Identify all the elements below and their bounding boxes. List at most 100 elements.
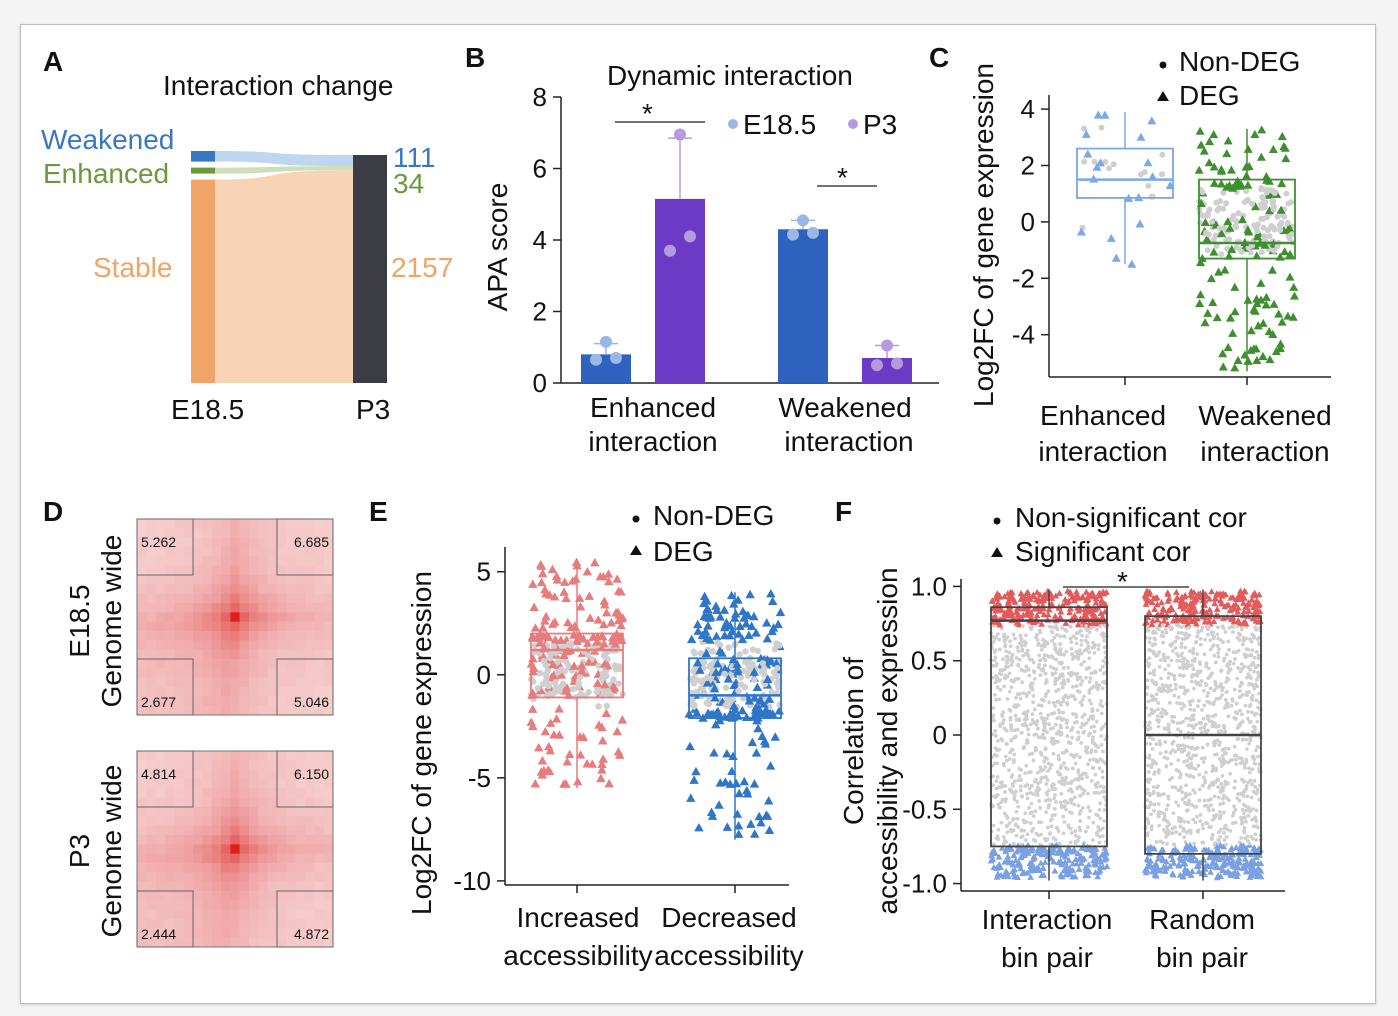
data-point-deg: [1039, 864, 1047, 871]
heatmap-cell: [249, 872, 259, 882]
data-point: [1084, 721, 1089, 725]
heatmap-cell: [295, 519, 306, 529]
data-point: [1156, 719, 1161, 724]
data-point: [1018, 633, 1023, 638]
heatmap-corner-box: [136, 890, 194, 948]
data-point-deg: [693, 626, 703, 635]
data-point-deg: [1255, 591, 1263, 598]
data-point: [1245, 675, 1249, 680]
heatmap-cell: [155, 881, 166, 892]
heatmap-cell: [165, 881, 175, 892]
heatmap-cell: [249, 825, 259, 836]
data-point-deg: [1145, 848, 1153, 855]
data-point-deg: [1181, 859, 1189, 867]
data-point: [996, 837, 1001, 842]
data-point-deg: [560, 577, 570, 586]
data-point-deg: [1245, 599, 1253, 606]
heatmap-cell: [230, 593, 240, 604]
heatmap-cell: [193, 909, 203, 920]
data-point: [1185, 753, 1190, 758]
heatmap-cell: [314, 547, 324, 557]
data-point: [1162, 655, 1166, 659]
data-point-deg: [1217, 597, 1225, 604]
data-point-deg: [1256, 152, 1266, 161]
data-point: [721, 670, 728, 678]
data-point: [1243, 187, 1250, 194]
data-point: [1058, 715, 1062, 720]
data-point: [1146, 770, 1151, 774]
data-point: [1158, 658, 1163, 662]
data-point: [1003, 676, 1007, 681]
y-tick-label: 0: [1021, 207, 1035, 237]
data-point: [1020, 649, 1025, 653]
data-point: [1251, 222, 1258, 229]
heatmap-cell: [286, 751, 296, 761]
data-point: [1057, 841, 1062, 846]
data-point: [1070, 652, 1074, 657]
heatmap-cell: [323, 900, 334, 910]
heatmap-cell: [239, 687, 250, 697]
heatmap-cell: [174, 900, 184, 910]
data-point: [1094, 627, 1099, 632]
heatmap-cell: [174, 872, 184, 882]
heatmap-cell: [230, 844, 240, 854]
heatmap-cell: [323, 779, 334, 789]
data-point: [1023, 721, 1028, 726]
heatmap-cell: [277, 900, 287, 910]
data-point: [1162, 755, 1167, 760]
data-point: [1101, 833, 1105, 838]
data-point-deg: [1152, 860, 1160, 867]
data-point: [1216, 838, 1221, 842]
data-point: [1195, 704, 1200, 709]
heatmap-cell: [314, 640, 324, 650]
heatmap-cell: [323, 621, 334, 632]
heatmap-cell: [314, 603, 324, 613]
data-point: [1027, 786, 1032, 791]
data-point: [1195, 634, 1200, 639]
data-point: [1101, 635, 1106, 639]
heatmap-cell: [165, 631, 175, 641]
heatmap-cell: [258, 863, 268, 873]
data-point-deg: [1257, 873, 1265, 880]
heatmap-cell: [137, 528, 147, 538]
data-point-deg: [747, 737, 758, 747]
data-point-deg: [1154, 855, 1162, 862]
data-point: [1000, 797, 1005, 802]
heatmap-cell: [314, 751, 324, 761]
data-point: [991, 774, 995, 779]
heatmap-cell: [211, 797, 222, 808]
data-point-deg: [598, 619, 609, 629]
data-point-deg: [610, 639, 621, 648]
data-point: [991, 706, 996, 710]
data-point: [1043, 639, 1048, 644]
data-point: [1223, 236, 1230, 243]
heatmap-cell: [305, 751, 315, 761]
data-point: [1167, 730, 1172, 735]
heatmap-cell: [137, 547, 147, 557]
data-point: [1222, 793, 1226, 798]
data-point: [1209, 803, 1213, 808]
heatmap-cell: [295, 612, 306, 622]
data-point: [1244, 786, 1249, 791]
data-point: [1021, 668, 1026, 673]
heatmap-cell: [193, 825, 203, 836]
heatmap-cell: [323, 593, 334, 604]
heatmap-cell: [211, 621, 222, 632]
data-point-deg: [616, 620, 626, 630]
data-point: [1047, 722, 1052, 727]
heatmap-corner-value: 4.872: [294, 926, 329, 942]
panel-f-label: F: [835, 496, 852, 527]
heatmap-cell: [155, 816, 166, 826]
heatmap-cell: [286, 677, 296, 688]
data-point: [1241, 737, 1246, 742]
data-point-deg: [1258, 318, 1268, 327]
data-point: [1084, 675, 1088, 680]
heatmap-cell: [295, 937, 306, 948]
data-point-deg: [998, 844, 1006, 851]
data-point: [1166, 676, 1171, 680]
heatmap-cell: [249, 668, 259, 678]
data-point: [1048, 664, 1053, 669]
data-point: [1215, 738, 1220, 743]
data-point-deg: [1261, 300, 1271, 309]
heatmap-cell: [221, 687, 231, 697]
